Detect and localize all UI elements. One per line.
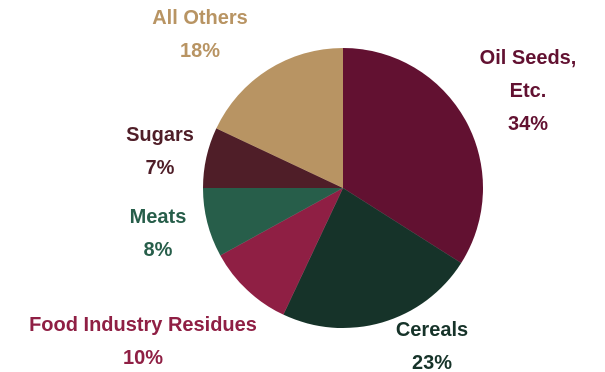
data-label-meats: Meats 8% <box>130 206 187 261</box>
data-label-value: 7% <box>146 157 175 179</box>
data-label-oil-seeds-etc: Oil Seeds, Etc. 34% <box>480 47 577 135</box>
data-label-sugars: Sugars 7% <box>126 124 194 179</box>
pie-slice-sugars <box>203 128 343 188</box>
data-label-food-industry-residues: Food Industry Residues 10% <box>29 314 257 369</box>
pie-slice-all-others <box>216 47 343 188</box>
data-label-name: Cereals <box>396 319 468 341</box>
pie-slice-oil-seeds-etc <box>343 48 484 264</box>
data-label-value: 34% <box>508 113 548 135</box>
pie-slice-meats <box>203 188 343 256</box>
data-label-name: Oil Seeds, <box>480 47 577 69</box>
data-label-name: Meats <box>130 206 187 228</box>
data-label-value: 23% <box>412 352 452 372</box>
pie-labels: Oil Seeds, Etc. 34% Cereals 23% Food Industry… <box>29 7 576 372</box>
data-label-all-others: All Others 18% <box>152 7 248 62</box>
pie-slice-food-industry-residues <box>220 188 343 315</box>
data-label-name: All Others <box>152 7 248 29</box>
data-label-name: Etc. <box>510 80 547 102</box>
data-label-value: 8% <box>144 239 173 261</box>
data-label-value: 10% <box>123 347 163 369</box>
pie-slices <box>203 47 484 329</box>
data-label-name: Food Industry Residues <box>29 314 257 336</box>
data-label-cereals: Cereals 23% <box>396 319 468 372</box>
data-label-value: 18% <box>180 40 220 62</box>
pie-slice-cereals <box>283 188 462 329</box>
data-label-name: Sugars <box>126 124 194 146</box>
